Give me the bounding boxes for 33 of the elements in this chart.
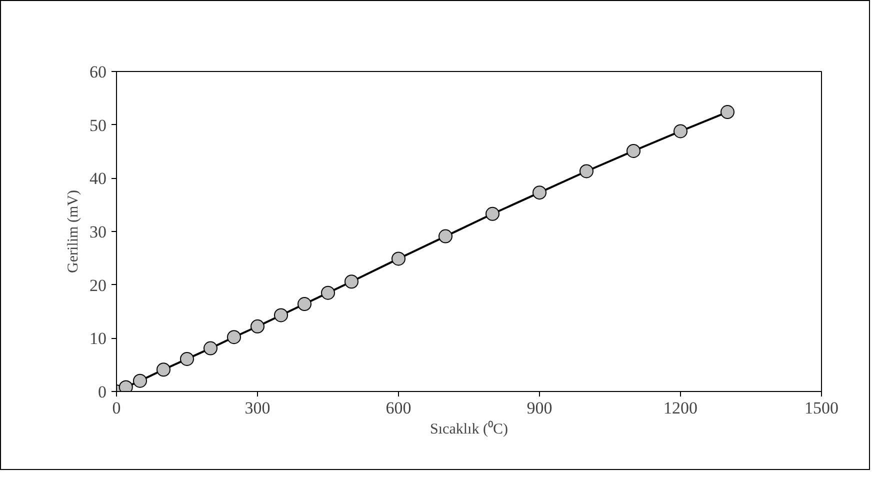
point [392,252,406,266]
x-tick-label: 0 [112,398,121,418]
point [486,206,500,221]
y-tick-label: 10 [90,329,106,348]
y-tick-label: 20 [90,276,106,295]
point [321,286,335,300]
point [274,308,288,322]
y-tick-label: 30 [90,222,106,242]
point [532,186,546,200]
point [438,229,452,244]
point [626,144,640,158]
x-tick-label: 300 [244,398,270,418]
point [674,124,688,138]
y-tick-label: 40 [90,169,106,188]
point [133,374,147,388]
x-tick-label: 600 [386,398,412,418]
point [227,330,241,344]
x-tick-label: 1500 [804,398,838,418]
x-tick-label: 1200 [664,398,698,418]
point [250,319,264,334]
x-tick-label: 900 [526,398,552,418]
y-tick-label: 50 [90,116,106,135]
point [580,164,594,178]
point [204,341,218,356]
y-tick-label: 0 [98,382,106,402]
point [156,362,170,377]
y-axis-title: Gerilim (mV) [66,190,82,273]
point [298,297,312,312]
x-axis-title: Sıcaklık (⁰C) [430,420,508,438]
point [720,105,734,120]
y-tick-label: 60 [90,62,106,82]
point [180,352,194,366]
point [344,274,358,289]
